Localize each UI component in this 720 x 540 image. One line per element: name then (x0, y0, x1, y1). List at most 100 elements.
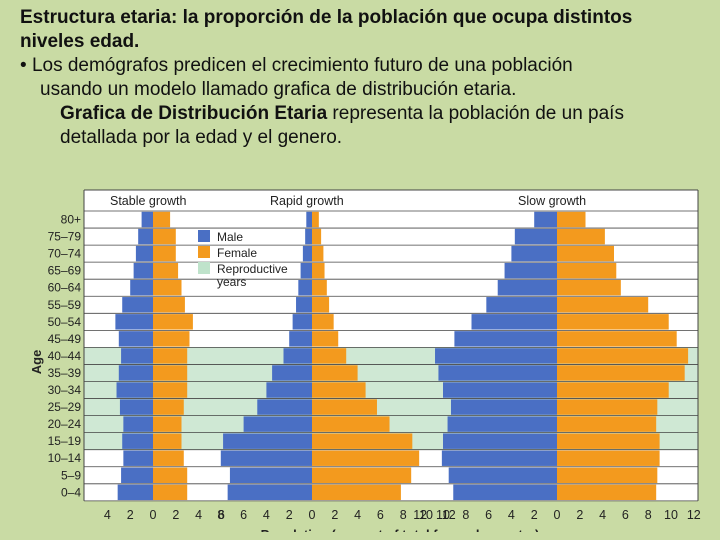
female-bar (153, 433, 182, 449)
male-bar (223, 433, 312, 449)
male-bar (450, 399, 557, 415)
male-bar (511, 245, 557, 262)
male-bar (229, 467, 312, 483)
male-bar (116, 382, 153, 398)
female-bar (312, 262, 325, 279)
panel-title: Slow growth (518, 194, 586, 208)
x-tick-label: 8 (645, 508, 652, 522)
legend-female-label: Female (217, 246, 257, 260)
female-bar (557, 211, 586, 228)
male-bar (130, 280, 153, 296)
legend-male-swatch (198, 230, 210, 242)
x-tick-label: 6 (622, 508, 629, 522)
legend-female-swatch (198, 246, 210, 258)
female-bar (312, 382, 366, 398)
legend-reproductive-label: Reproductive (217, 262, 288, 276)
x-tick-label: 0 (554, 508, 561, 522)
female-bar (153, 382, 188, 398)
male-bar (243, 416, 312, 432)
x-tick-label: 8 (217, 508, 224, 522)
male-bar (454, 331, 557, 347)
x-tick-label: 2 (172, 508, 179, 522)
female-bar (557, 433, 660, 449)
female-bar (557, 382, 669, 398)
x-tick-label: 8 (400, 508, 407, 522)
x-tick-label: 4 (195, 508, 202, 522)
panel-title: Rapid growth (270, 194, 344, 208)
x-tick-label: 2 (576, 508, 583, 522)
y-axis-label: Age (29, 350, 44, 375)
female-bar (153, 348, 188, 364)
age-group-label: 80+ (61, 213, 81, 227)
age-group-label: 45–49 (48, 332, 82, 346)
bullet-item: • Los demógrafos predicen el crecimiento… (20, 54, 710, 78)
female-bar (557, 331, 677, 347)
female-bar (557, 484, 657, 501)
female-bar (312, 399, 377, 415)
male-bar (266, 382, 312, 398)
male-bar (441, 450, 557, 466)
female-bar (153, 262, 179, 279)
x-tick-label: 6 (218, 508, 225, 522)
male-bar (302, 245, 312, 262)
female-bar (312, 297, 330, 313)
male-bar (504, 262, 557, 279)
male-bar (115, 314, 153, 330)
definition-text: representa la población de un país (327, 103, 624, 124)
heading-line-2: niveles edad. (20, 31, 140, 52)
female-bar (312, 314, 334, 330)
male-bar (220, 450, 312, 466)
female-bar (153, 365, 188, 381)
female-bar (153, 211, 171, 228)
female-bar (153, 297, 185, 313)
male-bar (122, 433, 153, 449)
female-bar (557, 245, 614, 262)
female-bar (153, 331, 190, 347)
male-bar (289, 331, 312, 347)
age-group-label: 0–4 (61, 485, 81, 499)
female-bar (557, 416, 657, 432)
x-tick-label: 2 (127, 508, 134, 522)
age-group-label: 40–44 (48, 349, 82, 363)
age-group-label: 75–79 (48, 230, 82, 244)
x-tick-label: 0 (309, 508, 316, 522)
female-bar (312, 245, 324, 262)
male-bar (298, 280, 312, 296)
female-bar (557, 262, 617, 279)
x-tick-label: 4 (263, 508, 270, 522)
male-bar (118, 365, 153, 381)
male-bar (438, 365, 557, 381)
age-group-label: 20–24 (48, 417, 82, 431)
female-bar (557, 228, 605, 245)
male-bar (534, 211, 557, 228)
age-group-label: 50–54 (48, 315, 82, 329)
age-group-label: 55–59 (48, 298, 82, 312)
female-bar (557, 399, 658, 415)
male-bar (486, 297, 557, 313)
male-bar (447, 416, 557, 432)
male-bar (443, 433, 557, 449)
male-bar (257, 399, 312, 415)
age-group-label: 60–64 (48, 281, 82, 295)
male-bar (272, 365, 312, 381)
legend-reproductive-swatch (198, 262, 210, 274)
male-bar (123, 450, 153, 466)
male-bar (121, 467, 153, 483)
male-bar (123, 416, 153, 432)
female-bar (312, 416, 390, 432)
male-bar (122, 297, 153, 313)
female-bar (153, 399, 184, 415)
male-bar (283, 348, 312, 364)
x-tick-label: 8 (462, 508, 469, 522)
x-tick-label: 4 (508, 508, 515, 522)
female-bar (312, 365, 358, 381)
female-bar (312, 228, 322, 245)
female-bar (312, 467, 412, 483)
age-group-label: 10–14 (48, 451, 82, 465)
x-tick-label: 6 (485, 508, 492, 522)
age-group-label: 70–74 (48, 247, 82, 261)
female-bar (153, 314, 193, 330)
x-tick-label: 4 (354, 508, 361, 522)
age-group-label: 5–9 (61, 468, 81, 482)
